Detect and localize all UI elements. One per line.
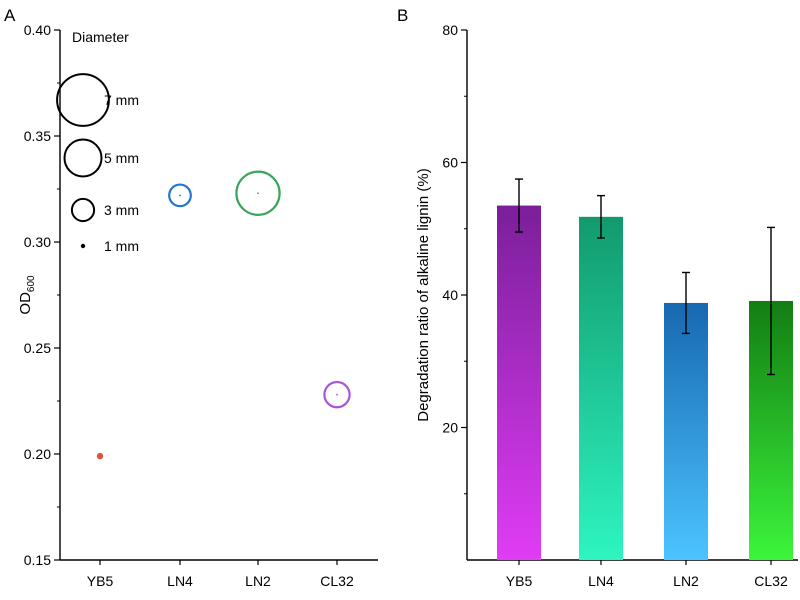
bar-ln2: [664, 302, 708, 560]
panel-a-y-tick-label: 0.15: [24, 552, 51, 568]
legend-marker-5mm: [63, 138, 103, 178]
panel-b-y-tick-label: 80: [442, 22, 458, 38]
panel-a-y-label-sub: 600: [26, 275, 37, 292]
panel-b-chart: Degradation ratio of alkaline lignin (%)…: [415, 22, 798, 589]
legend-title: Diameter: [72, 29, 129, 45]
bar-ln4: [579, 216, 623, 560]
legend-marker-7mm: [56, 73, 110, 127]
bar-yb5: [497, 205, 541, 560]
panel-a-label: A: [4, 6, 16, 25]
panel-a-y-tick-label: 0.20: [24, 446, 51, 462]
panel-b-y-tick-label: 60: [442, 155, 458, 171]
legend-marker-1mm: [80, 243, 86, 249]
data-point-center-ln2: [257, 192, 259, 195]
legend-label: 1 mm: [104, 238, 139, 254]
data-point-cl32: [323, 380, 351, 409]
legend-marker-3mm: [70, 197, 96, 223]
panel-a-x-tick-label: CL32: [320, 573, 354, 589]
legend-label: 7 mm: [104, 92, 139, 108]
panel-b-x-tick-label: LN4: [588, 573, 614, 589]
panel-a-x-tick-label: LN2: [245, 573, 271, 589]
data-point-yb5: [96, 452, 104, 460]
panel-b-y-tick-label: 20: [442, 420, 458, 436]
data-point-ln2: [235, 170, 281, 216]
legend-label: 5 mm: [104, 150, 139, 166]
panel-b-label: B: [397, 6, 408, 25]
panel-a-chart: OD600 Diameter 0.15 0.20 0.25 0.30 0.35 0.40 Y…: [17, 22, 378, 589]
data-point-ln4: [168, 183, 192, 208]
panel-a-y-axis-label: OD600: [17, 275, 37, 315]
panel-b-x-tick-label: YB5: [506, 573, 533, 589]
panel-a-y-label-main: OD: [17, 292, 34, 315]
data-point-center-cl32: [336, 393, 338, 396]
panel-a-y-tick-label: 0.30: [24, 234, 51, 250]
panel-b-y-axis-label: Degradation ratio of alkaline lignin (%): [415, 168, 432, 421]
panel-a-x-tick-label: YB5: [87, 573, 114, 589]
panel-a-y-tick-label: 0.25: [24, 340, 51, 356]
panel-a-x-tick-label: LN4: [167, 573, 193, 589]
panel-a-y-tick-label: 0.35: [24, 128, 51, 144]
panel-b-y-tick-label: 40: [442, 287, 458, 303]
legend-label: 3 mm: [104, 202, 139, 218]
panel-b-x-tick-label: CL32: [754, 573, 788, 589]
data-point-center-ln4: [179, 194, 181, 197]
panel-a-y-tick-label: 0.40: [24, 22, 51, 38]
panel-b-x-tick-label: LN2: [673, 573, 699, 589]
